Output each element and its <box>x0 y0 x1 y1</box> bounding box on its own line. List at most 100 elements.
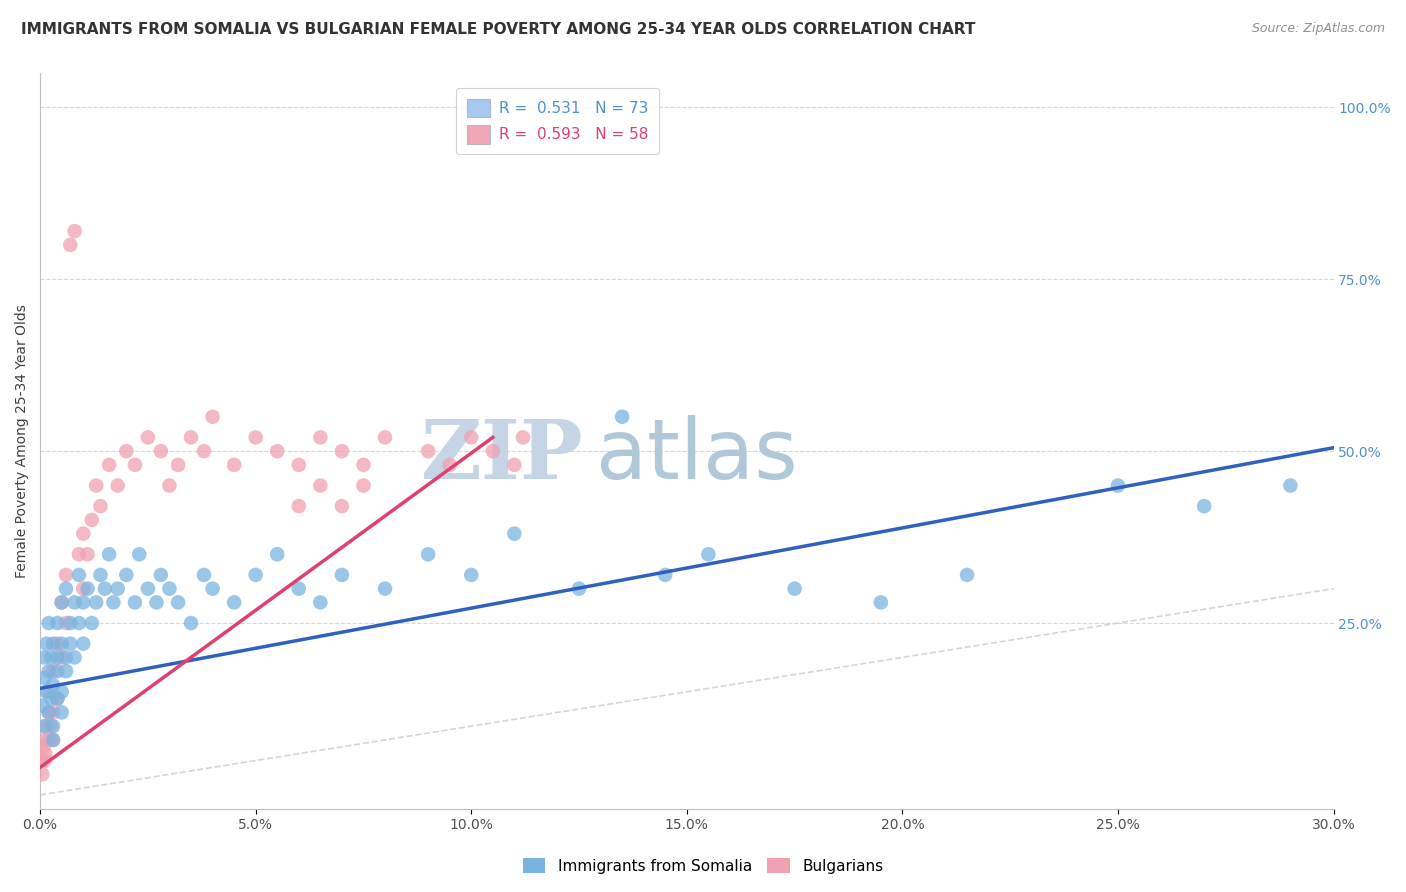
Point <box>568 582 591 596</box>
Point <box>38 685 60 699</box>
Point <box>51 706 73 720</box>
Text: atlas: atlas <box>596 415 799 496</box>
Point <box>128 547 150 561</box>
Point <box>84 478 107 492</box>
Point <box>34 671 56 685</box>
Point <box>55 664 77 678</box>
Point <box>51 650 73 665</box>
Point <box>266 547 288 561</box>
Point <box>46 650 69 665</box>
Point <box>72 582 94 596</box>
Point <box>72 595 94 609</box>
Point <box>94 582 117 596</box>
Point <box>35 719 58 733</box>
Point <box>869 595 891 609</box>
Text: Source: ZipAtlas.com: Source: ZipAtlas.com <box>1251 22 1385 36</box>
Point <box>149 444 172 458</box>
Point <box>51 637 73 651</box>
Point <box>654 568 676 582</box>
Point <box>63 650 86 665</box>
Point <box>59 238 82 252</box>
Point <box>180 430 202 444</box>
Point <box>38 615 60 630</box>
Point <box>266 444 288 458</box>
Point <box>481 444 503 458</box>
Point <box>353 478 375 492</box>
Point <box>59 615 82 630</box>
Point <box>55 582 77 596</box>
Point <box>55 650 77 665</box>
Point <box>63 224 86 238</box>
Point <box>76 547 98 561</box>
Point <box>288 458 311 472</box>
Point <box>288 582 311 596</box>
Legend: R =  0.531   N = 73, R =  0.593   N = 58: R = 0.531 N = 73, R = 0.593 N = 58 <box>456 88 659 154</box>
Point <box>38 664 60 678</box>
Point <box>55 615 77 630</box>
Point <box>167 595 190 609</box>
Point <box>115 568 138 582</box>
Point <box>67 568 90 582</box>
Point <box>512 430 534 444</box>
Point <box>224 595 246 609</box>
Point <box>288 499 311 513</box>
Point <box>107 582 129 596</box>
Point <box>124 595 146 609</box>
Point <box>46 691 69 706</box>
Point <box>145 595 167 609</box>
Point <box>330 568 353 582</box>
Point <box>39 650 62 665</box>
Point <box>107 478 129 492</box>
Text: IMMIGRANTS FROM SOMALIA VS BULGARIAN FEMALE POVERTY AMONG 25-34 YEAR OLDS CORREL: IMMIGRANTS FROM SOMALIA VS BULGARIAN FEM… <box>21 22 976 37</box>
Point <box>956 568 979 582</box>
Point <box>1279 478 1302 492</box>
Point <box>136 430 159 444</box>
Point <box>103 595 125 609</box>
Point <box>193 568 215 582</box>
Point <box>89 499 111 513</box>
Point <box>1192 499 1215 513</box>
Point <box>89 568 111 582</box>
Point <box>34 650 56 665</box>
Legend: Immigrants from Somalia, Bulgarians: Immigrants from Somalia, Bulgarians <box>516 852 890 880</box>
Point <box>167 458 190 472</box>
Point <box>193 444 215 458</box>
Point <box>34 754 56 768</box>
Point <box>245 568 267 582</box>
Point <box>51 685 73 699</box>
Point <box>35 637 58 651</box>
Point <box>309 478 332 492</box>
Point <box>46 691 69 706</box>
Point <box>201 409 224 424</box>
Point <box>67 547 90 561</box>
Point <box>51 595 73 609</box>
Point <box>38 733 60 747</box>
Point <box>42 664 65 678</box>
Point <box>84 595 107 609</box>
Point <box>610 409 633 424</box>
Point <box>460 430 482 444</box>
Point <box>136 582 159 596</box>
Point <box>42 706 65 720</box>
Point <box>55 568 77 582</box>
Point <box>697 547 720 561</box>
Point <box>38 706 60 720</box>
Point <box>330 444 353 458</box>
Point <box>245 430 267 444</box>
Point <box>330 499 353 513</box>
Point <box>353 458 375 472</box>
Point <box>439 458 461 472</box>
Point <box>31 767 53 781</box>
Point <box>98 547 121 561</box>
Point <box>63 595 86 609</box>
Point <box>67 615 90 630</box>
Point <box>39 691 62 706</box>
Point <box>503 526 526 541</box>
Point <box>418 444 440 458</box>
Point <box>42 637 65 651</box>
Point <box>374 582 396 596</box>
Point <box>309 430 332 444</box>
Point <box>39 719 62 733</box>
Point <box>46 664 69 678</box>
Point <box>46 615 69 630</box>
